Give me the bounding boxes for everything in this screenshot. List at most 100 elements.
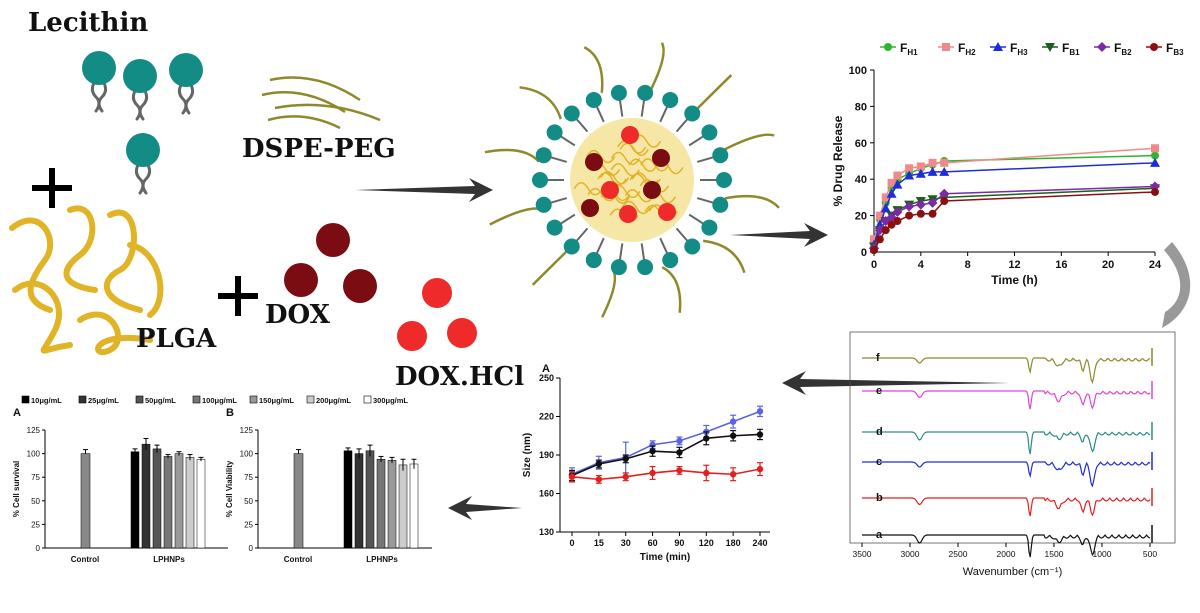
lecithin-molecule — [169, 53, 203, 115]
viability-bar — [163, 456, 173, 549]
viability-y-tick-label: 0 — [36, 544, 41, 553]
ftir-x-tick-label: 2500 — [949, 549, 968, 559]
peg-chain — [721, 133, 775, 152]
ftir-series-label: c — [876, 456, 882, 468]
release-y-tick-label: 100 — [849, 65, 867, 77]
ftir-series-label: b — [876, 492, 883, 504]
lipid-head — [585, 91, 602, 108]
release-data-point — [886, 188, 897, 198]
viability-control-bar — [80, 453, 91, 549]
release-legend-label: FB3 — [1166, 41, 1184, 57]
release-x-tick-label: 20 — [1102, 259, 1114, 271]
size-data-point — [676, 467, 683, 474]
release-legend-marker — [884, 43, 892, 51]
release-data-point — [892, 206, 903, 217]
peg-chain — [649, 42, 665, 91]
viability-bar — [376, 459, 386, 549]
viability-y-tick-label: 100 — [27, 450, 41, 459]
lipid-head — [637, 84, 654, 101]
viability-legend-label: 50μg/mL — [145, 396, 176, 405]
release-data-point — [915, 199, 926, 210]
release-data-point — [905, 164, 914, 173]
lipid-head — [610, 259, 627, 276]
release-legend-label: FB1 — [1062, 41, 1080, 57]
lipid-head — [701, 124, 718, 141]
viability-bar — [141, 443, 151, 549]
release-series-line — [873, 147, 1156, 240]
release-x-tick-label: 16 — [1055, 259, 1067, 271]
release-data-point — [892, 179, 903, 189]
lipid-tail — [138, 89, 149, 121]
release-data-point — [905, 211, 914, 220]
viability-legend-swatch — [21, 395, 30, 404]
size-data-point — [676, 437, 683, 445]
release-x-tick-label: 4 — [918, 259, 925, 271]
size-data-point — [729, 471, 737, 478]
peg-chain — [484, 148, 540, 163]
dox-hcl-particle — [619, 205, 637, 223]
viability-legend-swatch — [135, 395, 144, 404]
release-data-point — [915, 168, 926, 178]
size-data-point — [649, 469, 656, 477]
viability-bar — [152, 448, 162, 549]
release-data-point — [874, 225, 885, 236]
viability-bar — [409, 463, 419, 549]
ftir-series-label: f — [876, 352, 880, 364]
size-y-label: Size (nm) — [522, 433, 533, 477]
release-y-tick-label: 80 — [855, 101, 867, 113]
dox-hcl-particle — [397, 321, 427, 351]
release-data-point — [880, 203, 891, 213]
release-data-point — [927, 166, 938, 176]
size-data-point — [703, 469, 710, 477]
release-x-tick-label: 0 — [871, 259, 877, 271]
peg-chain — [583, 46, 604, 93]
release-data-point — [927, 197, 938, 208]
peg-chain — [703, 239, 746, 274]
lipid-head — [563, 105, 580, 122]
lecithin-molecule — [123, 59, 157, 121]
release-legend-label: FB2 — [1114, 41, 1132, 57]
curved-arrow-icon — [1162, 242, 1191, 328]
release-data-point — [881, 226, 890, 235]
lipid-head — [637, 259, 654, 276]
lipid-tail — [97, 81, 108, 113]
viability-bar — [174, 453, 184, 549]
release-series-line — [873, 191, 1156, 251]
release-data-point — [1151, 187, 1159, 196]
dox-particle — [585, 153, 603, 171]
release-data-point — [940, 197, 949, 206]
viability-bar — [185, 457, 195, 549]
plga-chain — [9, 217, 54, 313]
lipid-head — [532, 172, 548, 188]
plga-mesh — [597, 172, 627, 186]
release-data-point — [939, 166, 950, 176]
plga-mesh — [628, 158, 658, 172]
plga-chain — [77, 311, 153, 355]
peg-chain — [601, 269, 617, 318]
size-data-point — [649, 447, 656, 455]
peg-strand — [269, 76, 361, 102]
ftir-series-label: e — [876, 385, 882, 397]
release-legend-label: FH3 — [1010, 41, 1028, 57]
viability-legend-swatch — [78, 395, 87, 404]
plga-chain — [127, 242, 164, 318]
release-legend-label: FH1 — [900, 41, 918, 57]
viability-y-tick-label: 25 — [244, 520, 253, 529]
lipid-head — [546, 124, 563, 141]
peg-chain — [531, 248, 570, 286]
release-legend-marker — [1097, 42, 1107, 52]
ftir-spectrum-line — [862, 357, 1151, 385]
plga-chain — [12, 280, 73, 354]
arrow-icon — [355, 178, 493, 202]
peg-chain — [694, 74, 733, 112]
viability-legend-label: 200μg/mL — [316, 396, 351, 405]
size-data-point — [622, 455, 629, 463]
ftir-x-tick-label: 1000 — [1093, 549, 1112, 559]
dspe-peg-label: DSPE-PEG — [242, 134, 396, 164]
viability-y-label: % Cell Viability — [225, 460, 234, 517]
release-data-point — [893, 171, 902, 180]
viability-bar — [196, 459, 206, 549]
viability-x-tick-label: LPHNPs — [153, 555, 185, 564]
ftir-spectrum-line — [862, 534, 1151, 558]
dox-hcl-particle — [422, 278, 452, 308]
